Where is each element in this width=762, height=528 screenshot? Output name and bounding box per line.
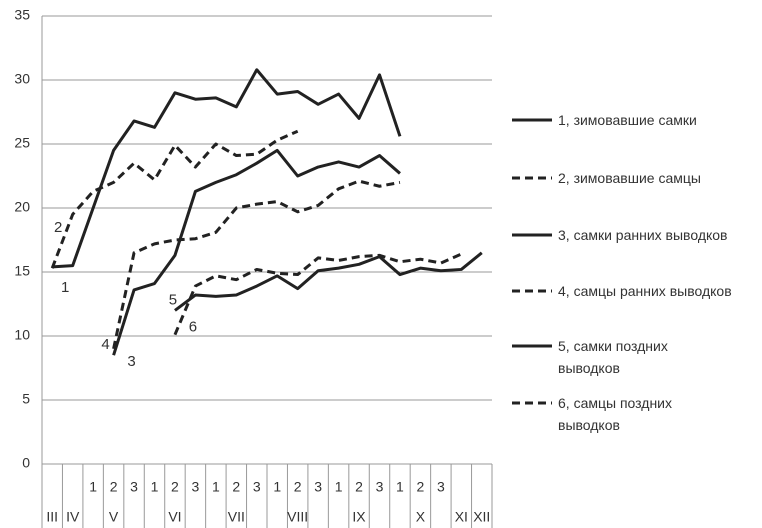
legend-label: 1, зимовавшие самки — [558, 112, 697, 128]
x-group-label: IV — [66, 509, 80, 525]
x-tick-label: 1 — [151, 479, 159, 495]
x-tick-label: 2 — [294, 479, 302, 495]
series-line — [112, 179, 401, 350]
series-line — [112, 148, 401, 356]
legend-label: 4, самцы ранних выводков — [558, 283, 732, 299]
x-tick-label: 3 — [192, 479, 200, 495]
x-group-label: VIII — [287, 509, 308, 525]
series-label: 2 — [54, 219, 62, 236]
x-group-label: IX — [352, 509, 366, 525]
x-group-label: III — [46, 509, 58, 525]
x-tick-label: 2 — [355, 479, 363, 495]
x-tick-label: 2 — [417, 479, 425, 495]
x-tick-label: 1 — [273, 479, 281, 495]
series-label: 6 — [189, 319, 197, 336]
series-line — [50, 129, 299, 269]
series-label: 4 — [101, 336, 109, 353]
x-group-label: VII — [228, 509, 245, 525]
x-tick-label: 2 — [171, 479, 179, 495]
y-tick-label: 30 — [14, 71, 30, 87]
y-tick-label: 0 — [22, 455, 30, 471]
legend-label: 5, самки поздних выводков — [558, 338, 668, 376]
x-tick-label: 1 — [335, 479, 343, 495]
x-tick-label: 2 — [110, 479, 118, 495]
legend-label: 3, самки ранних выводков — [558, 227, 728, 243]
x-group-label: V — [109, 509, 119, 525]
x-tick-label: 3 — [314, 479, 322, 495]
x-tick-label: 1 — [89, 479, 97, 495]
series-line — [173, 252, 462, 336]
y-tick-label: 25 — [14, 135, 30, 151]
x-tick-label: 3 — [437, 479, 445, 495]
y-tick-label: 15 — [14, 263, 30, 279]
x-tick-label: 3 — [130, 479, 138, 495]
legend-label: 6, самцы поздних выводков — [558, 395, 672, 433]
series-line — [174, 251, 483, 312]
x-group-label: X — [416, 509, 426, 525]
y-tick-label: 20 — [14, 199, 30, 215]
series-label: 5 — [169, 291, 177, 308]
x-tick-label: 1 — [396, 479, 404, 495]
series-line — [52, 68, 402, 269]
series-label: 1 — [61, 279, 69, 296]
legend-label: 2, зимовавшие самцы — [558, 170, 701, 186]
x-group-label: XI — [455, 509, 468, 525]
y-tick-label: 35 — [14, 7, 30, 23]
x-tick-label: 2 — [232, 479, 240, 495]
series-label: 3 — [127, 353, 135, 370]
x-group-label: XII — [473, 509, 490, 525]
x-tick-label: 1 — [212, 479, 220, 495]
y-tick-label: 10 — [14, 327, 30, 343]
y-tick-label: 5 — [22, 391, 30, 407]
x-tick-label: 3 — [253, 479, 261, 495]
x-tick-label: 3 — [376, 479, 384, 495]
x-group-label: VI — [168, 509, 181, 525]
